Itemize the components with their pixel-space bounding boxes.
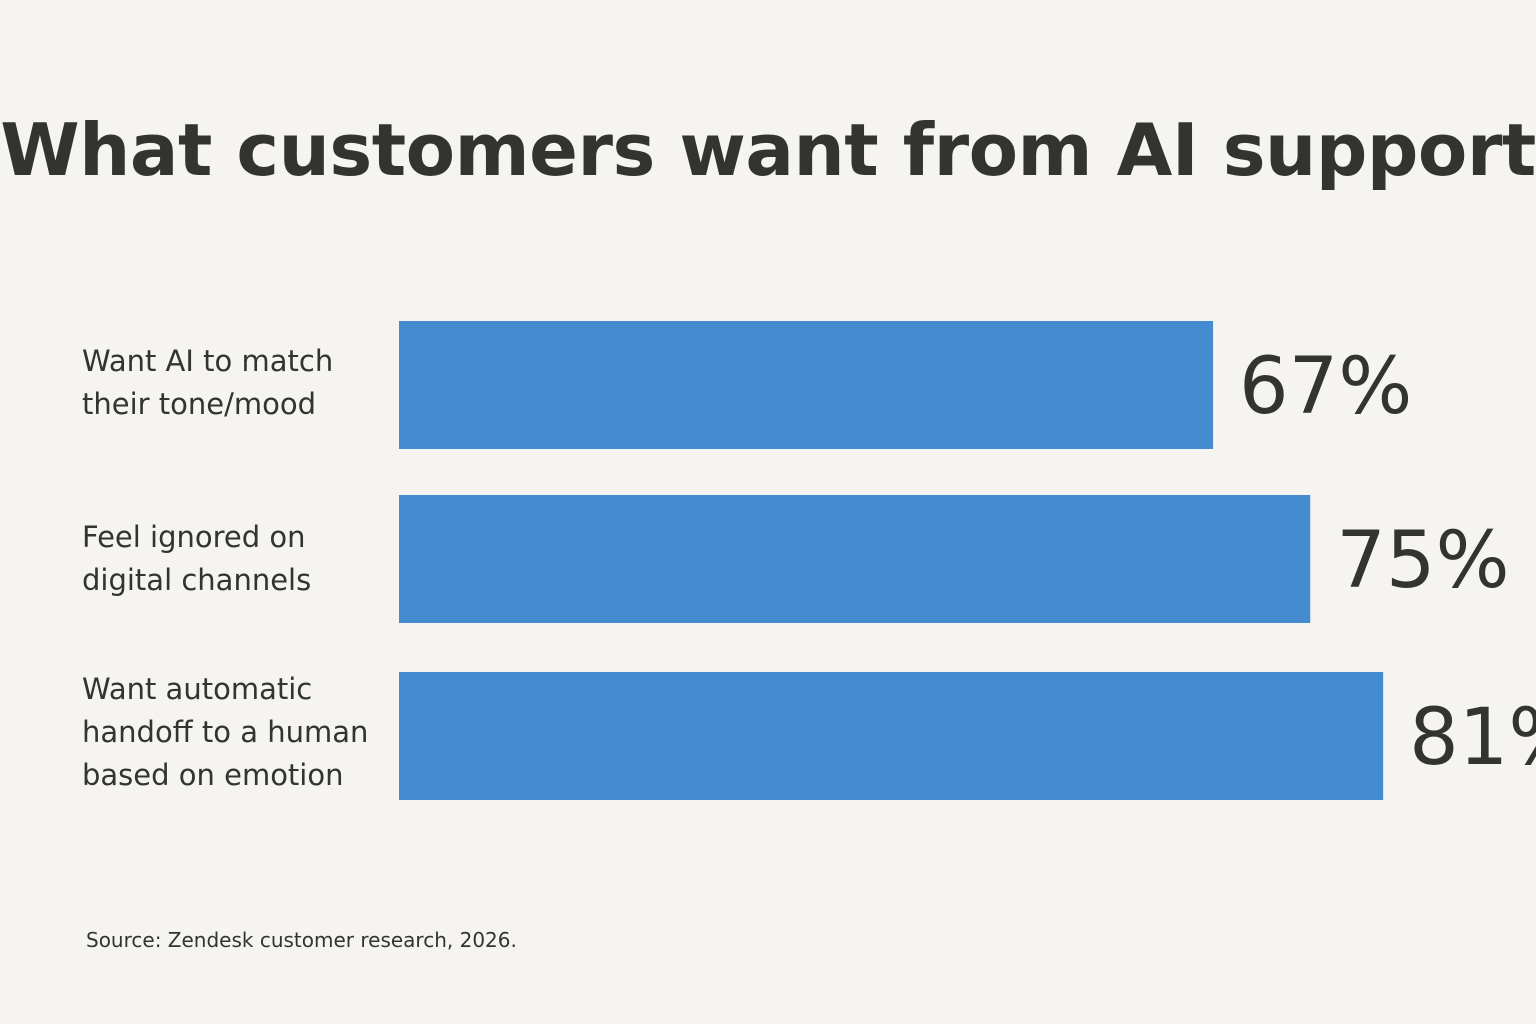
value-label-0: 67% <box>1239 342 1412 432</box>
value-label-1: 75% <box>1336 516 1509 606</box>
bar-0 <box>399 321 1214 449</box>
category-label-1: Feel ignored on digital channels <box>82 520 312 597</box>
chart-title: What customers want from AI support <box>0 108 1536 192</box>
source-note: Source: Zendesk customer research, 2026. <box>86 928 517 952</box>
value-label-2: 81% <box>1409 693 1536 783</box>
bar-1 <box>399 495 1311 623</box>
category-label-2: Want automatic handoff to a human based … <box>82 672 369 792</box>
bar-2 <box>399 672 1384 800</box>
category-label-0: Want AI to match their tone/mood <box>82 344 334 421</box>
